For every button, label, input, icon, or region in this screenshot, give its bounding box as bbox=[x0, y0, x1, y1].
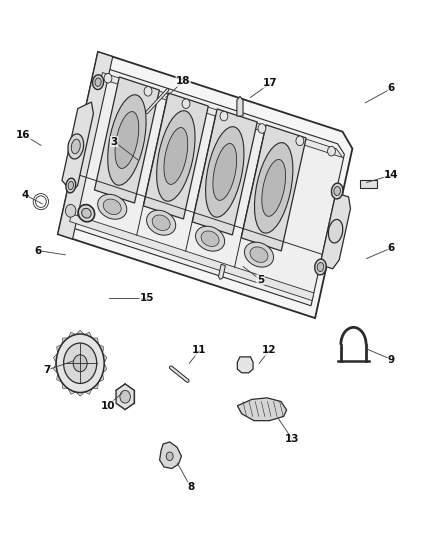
Polygon shape bbox=[237, 398, 287, 421]
Polygon shape bbox=[360, 180, 378, 188]
Ellipse shape bbox=[95, 78, 101, 86]
Ellipse shape bbox=[315, 259, 326, 275]
Circle shape bbox=[120, 390, 131, 403]
Polygon shape bbox=[62, 382, 68, 389]
Polygon shape bbox=[92, 382, 99, 389]
Text: 17: 17 bbox=[263, 78, 278, 88]
Polygon shape bbox=[68, 68, 344, 306]
Text: 6: 6 bbox=[388, 243, 395, 253]
Ellipse shape bbox=[81, 208, 91, 218]
Ellipse shape bbox=[182, 99, 190, 109]
Ellipse shape bbox=[68, 181, 74, 190]
Text: 12: 12 bbox=[262, 345, 276, 356]
Polygon shape bbox=[116, 384, 134, 409]
Ellipse shape bbox=[244, 242, 274, 267]
Text: 18: 18 bbox=[176, 77, 191, 86]
Ellipse shape bbox=[147, 210, 176, 235]
Text: 5: 5 bbox=[257, 275, 264, 285]
Ellipse shape bbox=[98, 195, 127, 219]
Polygon shape bbox=[53, 353, 57, 364]
Polygon shape bbox=[95, 77, 159, 203]
Ellipse shape bbox=[258, 124, 266, 133]
Polygon shape bbox=[192, 109, 257, 235]
Polygon shape bbox=[57, 344, 62, 353]
Polygon shape bbox=[99, 373, 104, 382]
Polygon shape bbox=[237, 357, 253, 373]
Polygon shape bbox=[58, 52, 353, 318]
Text: 4: 4 bbox=[21, 190, 28, 200]
Polygon shape bbox=[219, 264, 226, 279]
Polygon shape bbox=[143, 93, 208, 219]
Polygon shape bbox=[101, 72, 343, 158]
Text: 14: 14 bbox=[384, 170, 399, 180]
Ellipse shape bbox=[201, 231, 219, 246]
Ellipse shape bbox=[92, 75, 103, 90]
Polygon shape bbox=[237, 96, 243, 116]
Ellipse shape bbox=[220, 111, 228, 121]
Ellipse shape bbox=[152, 215, 170, 230]
Text: 8: 8 bbox=[187, 482, 194, 492]
Polygon shape bbox=[76, 330, 85, 335]
Ellipse shape bbox=[317, 263, 324, 271]
Ellipse shape bbox=[108, 95, 146, 185]
Ellipse shape bbox=[144, 86, 152, 96]
Ellipse shape bbox=[254, 143, 293, 233]
Polygon shape bbox=[62, 102, 93, 192]
Polygon shape bbox=[241, 125, 306, 251]
Ellipse shape bbox=[296, 136, 304, 146]
Polygon shape bbox=[103, 353, 107, 364]
Polygon shape bbox=[76, 392, 85, 396]
Ellipse shape bbox=[104, 74, 112, 83]
Circle shape bbox=[56, 334, 104, 392]
Ellipse shape bbox=[332, 183, 343, 199]
Text: 9: 9 bbox=[388, 354, 395, 365]
Text: 6: 6 bbox=[34, 246, 42, 255]
Polygon shape bbox=[68, 332, 76, 338]
Polygon shape bbox=[85, 332, 92, 338]
Ellipse shape bbox=[164, 127, 188, 184]
Ellipse shape bbox=[328, 220, 343, 243]
Polygon shape bbox=[58, 52, 113, 239]
Ellipse shape bbox=[78, 205, 95, 222]
Polygon shape bbox=[70, 214, 314, 301]
Ellipse shape bbox=[250, 247, 268, 262]
Text: 16: 16 bbox=[16, 130, 31, 140]
Text: 7: 7 bbox=[43, 365, 50, 375]
Polygon shape bbox=[85, 389, 92, 394]
Circle shape bbox=[73, 355, 87, 372]
Polygon shape bbox=[92, 338, 99, 344]
Text: 13: 13 bbox=[285, 434, 300, 445]
Circle shape bbox=[65, 205, 76, 217]
Ellipse shape bbox=[157, 111, 195, 201]
Polygon shape bbox=[53, 364, 57, 373]
Polygon shape bbox=[99, 344, 104, 353]
Ellipse shape bbox=[115, 111, 139, 168]
Text: 3: 3 bbox=[110, 136, 118, 147]
Polygon shape bbox=[57, 373, 62, 382]
Text: 10: 10 bbox=[100, 401, 115, 411]
Ellipse shape bbox=[195, 226, 225, 251]
Ellipse shape bbox=[328, 147, 336, 156]
Ellipse shape bbox=[334, 187, 340, 196]
Text: 15: 15 bbox=[140, 293, 154, 303]
Ellipse shape bbox=[103, 199, 121, 214]
Polygon shape bbox=[103, 364, 107, 373]
Text: 6: 6 bbox=[388, 83, 395, 93]
Polygon shape bbox=[68, 389, 76, 394]
Polygon shape bbox=[159, 442, 181, 469]
Text: 11: 11 bbox=[192, 345, 207, 356]
Ellipse shape bbox=[262, 159, 286, 216]
Ellipse shape bbox=[68, 134, 84, 159]
Ellipse shape bbox=[71, 139, 80, 154]
Ellipse shape bbox=[213, 143, 237, 200]
Ellipse shape bbox=[66, 178, 76, 193]
Circle shape bbox=[64, 343, 97, 383]
Circle shape bbox=[166, 452, 173, 461]
Ellipse shape bbox=[205, 127, 244, 217]
Polygon shape bbox=[62, 338, 68, 344]
Polygon shape bbox=[320, 193, 350, 269]
